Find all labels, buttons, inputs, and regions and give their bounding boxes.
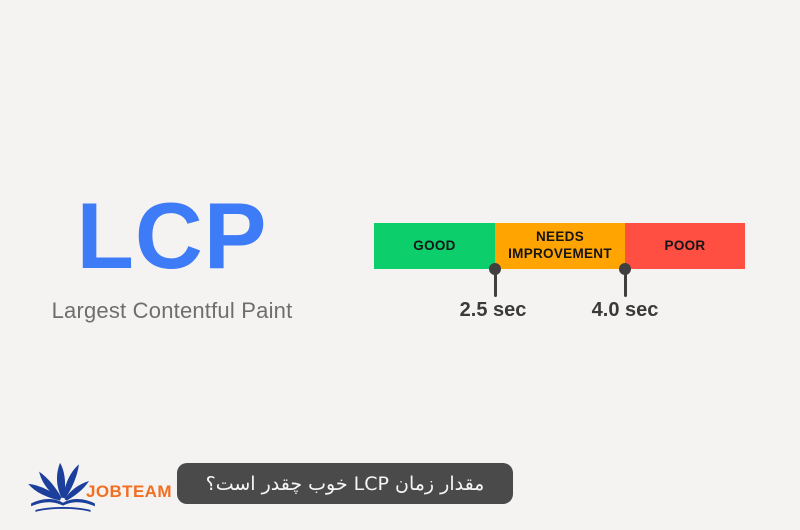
threshold-label-4-0s: 4.0 sec bbox=[591, 299, 659, 321]
threshold-marker-stem bbox=[623, 274, 627, 297]
threshold-marker-dot bbox=[489, 263, 501, 275]
caption-text: مقدار زمان LCP خوب چقدر است؟ bbox=[205, 472, 485, 495]
segment-good: GOOD bbox=[374, 223, 495, 269]
brand-block: LCP Largest Contentful Paint bbox=[22, 186, 322, 324]
segment-poor: POOR bbox=[625, 223, 745, 269]
metric-acronym-title: LCP bbox=[76, 183, 268, 288]
threshold-marker-4-0s bbox=[619, 263, 631, 297]
caption-pill: مقدار زمان LCP خوب چقدر است؟ bbox=[177, 463, 513, 504]
metric-full-name: Largest Contentful Paint bbox=[51, 297, 293, 323]
winged-book-icon bbox=[24, 460, 102, 518]
jobteam-logo-text: JOBTEAM bbox=[86, 482, 172, 501]
segment-needs-improvement: NEEDS IMPROVEMENT bbox=[495, 223, 625, 269]
threshold-scale: GOOD NEEDS IMPROVEMENT POOR 2.5 sec 4.0 … bbox=[374, 223, 745, 333]
threshold-marker-2-5s bbox=[489, 263, 501, 297]
threshold-marker-dot bbox=[619, 263, 631, 275]
threshold-marker-stem bbox=[493, 274, 497, 297]
threshold-bar: GOOD NEEDS IMPROVEMENT POOR bbox=[374, 223, 745, 269]
threshold-label-2-5s: 2.5 sec bbox=[459, 299, 527, 321]
jobteam-logo: JOBTEAM bbox=[24, 460, 172, 518]
